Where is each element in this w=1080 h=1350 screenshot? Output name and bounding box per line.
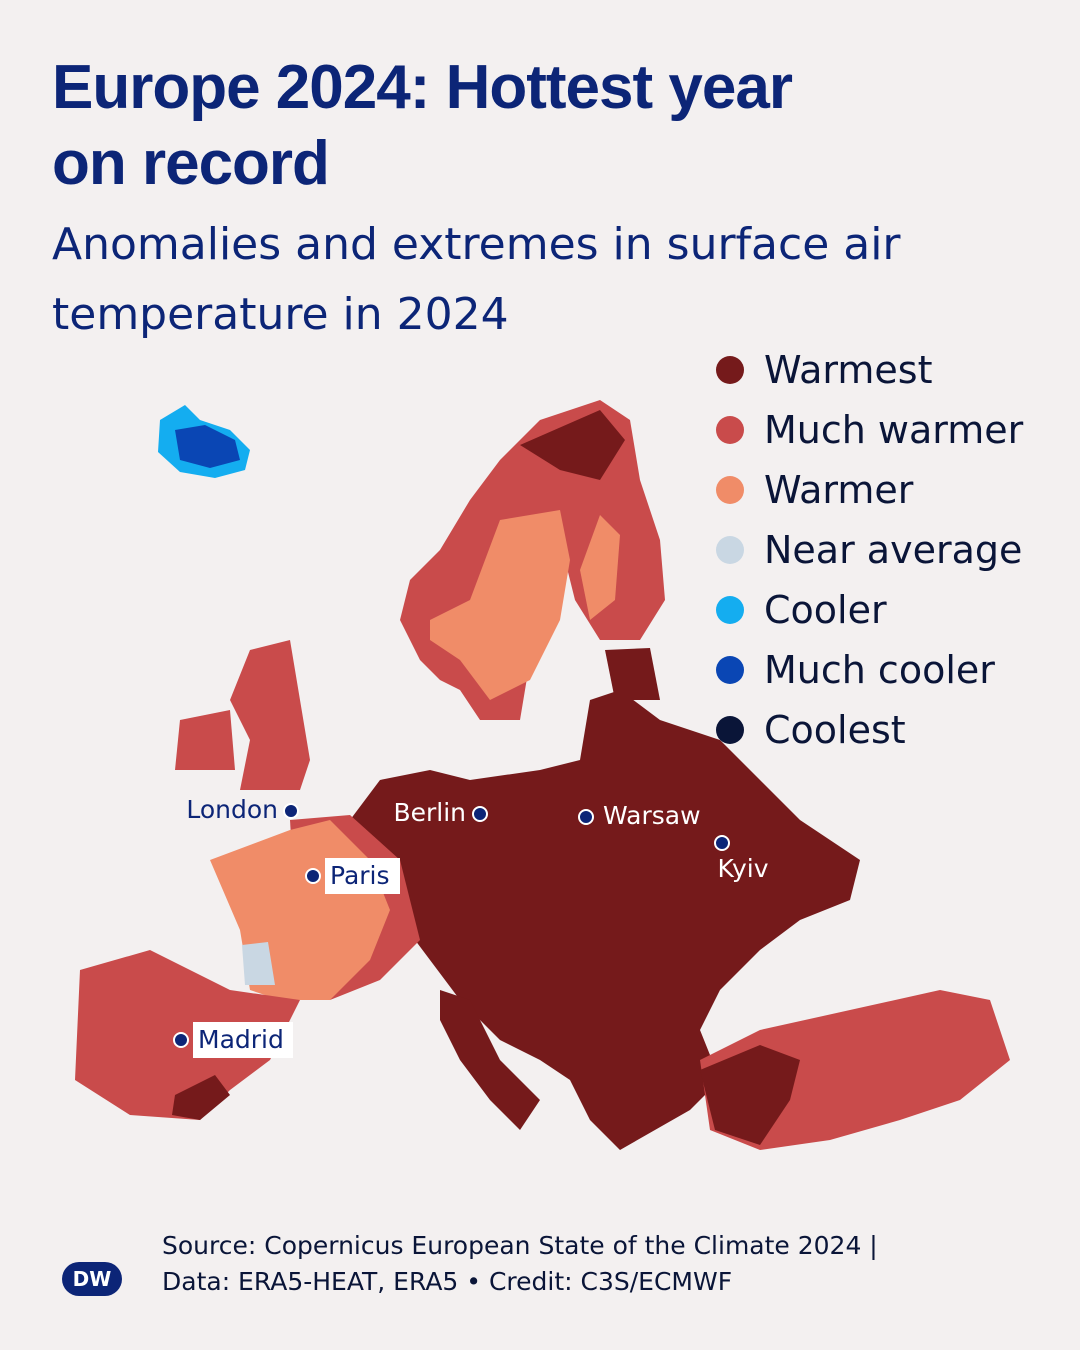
legend-item: Cooler bbox=[716, 580, 1023, 640]
city-dot bbox=[714, 835, 730, 851]
region bbox=[700, 1045, 800, 1145]
region bbox=[430, 510, 570, 700]
region bbox=[580, 515, 620, 620]
city-label: Madrid bbox=[198, 1025, 284, 1054]
city-dot bbox=[173, 1032, 189, 1048]
city-dot bbox=[305, 868, 321, 884]
label-box bbox=[325, 858, 400, 894]
legend-swatch bbox=[716, 596, 744, 624]
source-line: Source: Copernicus European State of the… bbox=[162, 1231, 878, 1260]
subtitle: Anomalies and extremes in surface air te… bbox=[52, 219, 901, 340]
legend-swatch bbox=[716, 716, 744, 744]
legend-label: Cooler bbox=[764, 588, 887, 632]
region bbox=[75, 950, 300, 1120]
region bbox=[242, 942, 275, 985]
source-line: Data: ERA5-HEAT, ERA5 • Credit: C3S/ECMW… bbox=[162, 1267, 733, 1296]
legend-item: Much warmer bbox=[716, 400, 1023, 460]
region bbox=[175, 710, 235, 770]
region bbox=[175, 425, 240, 468]
legend-item: Near average bbox=[716, 520, 1023, 580]
region bbox=[172, 1075, 230, 1120]
legend-item: Much cooler bbox=[716, 640, 1023, 700]
region bbox=[605, 648, 660, 700]
legend-item: Warmest bbox=[716, 340, 1023, 400]
city-label: Berlin bbox=[393, 798, 466, 827]
city-dot bbox=[578, 809, 594, 825]
city-label: Kyiv bbox=[717, 854, 768, 883]
legend-label: Much warmer bbox=[764, 408, 1024, 452]
title: Europe 2024: Hottest year on record bbox=[52, 53, 793, 198]
city-label: London bbox=[186, 795, 278, 824]
legend-swatch bbox=[716, 656, 744, 684]
legend-label: Warmer bbox=[764, 468, 914, 512]
legend-label: Near average bbox=[764, 528, 1023, 572]
legend-item: Warmer bbox=[716, 460, 1023, 520]
legend: Warmest Much warmer Warmer Near average Cool… bbox=[716, 340, 1023, 760]
source: Source: Copernicus European State of the… bbox=[162, 1228, 878, 1300]
legend-swatch bbox=[716, 476, 744, 504]
legend-label: Coolest bbox=[764, 708, 906, 752]
region bbox=[440, 990, 540, 1130]
legend-label: Warmest bbox=[764, 348, 933, 392]
legend-swatch bbox=[716, 416, 744, 444]
legend-item: Coolest bbox=[716, 700, 1023, 760]
city-label: Paris bbox=[330, 861, 390, 890]
legend-label: Much cooler bbox=[764, 648, 995, 692]
regions bbox=[75, 400, 1010, 1150]
legend-swatch bbox=[716, 356, 744, 384]
cities: London Berlin Warsaw Kyiv Paris Madrid bbox=[173, 795, 769, 1058]
city-dot bbox=[472, 806, 488, 822]
region bbox=[350, 690, 860, 1150]
label-box bbox=[193, 1022, 293, 1058]
region bbox=[230, 640, 310, 790]
city-dot bbox=[283, 803, 299, 819]
city-label: Warsaw bbox=[603, 801, 701, 830]
region bbox=[520, 410, 625, 480]
logo: DW bbox=[62, 1262, 122, 1296]
legend-swatch bbox=[716, 536, 744, 564]
